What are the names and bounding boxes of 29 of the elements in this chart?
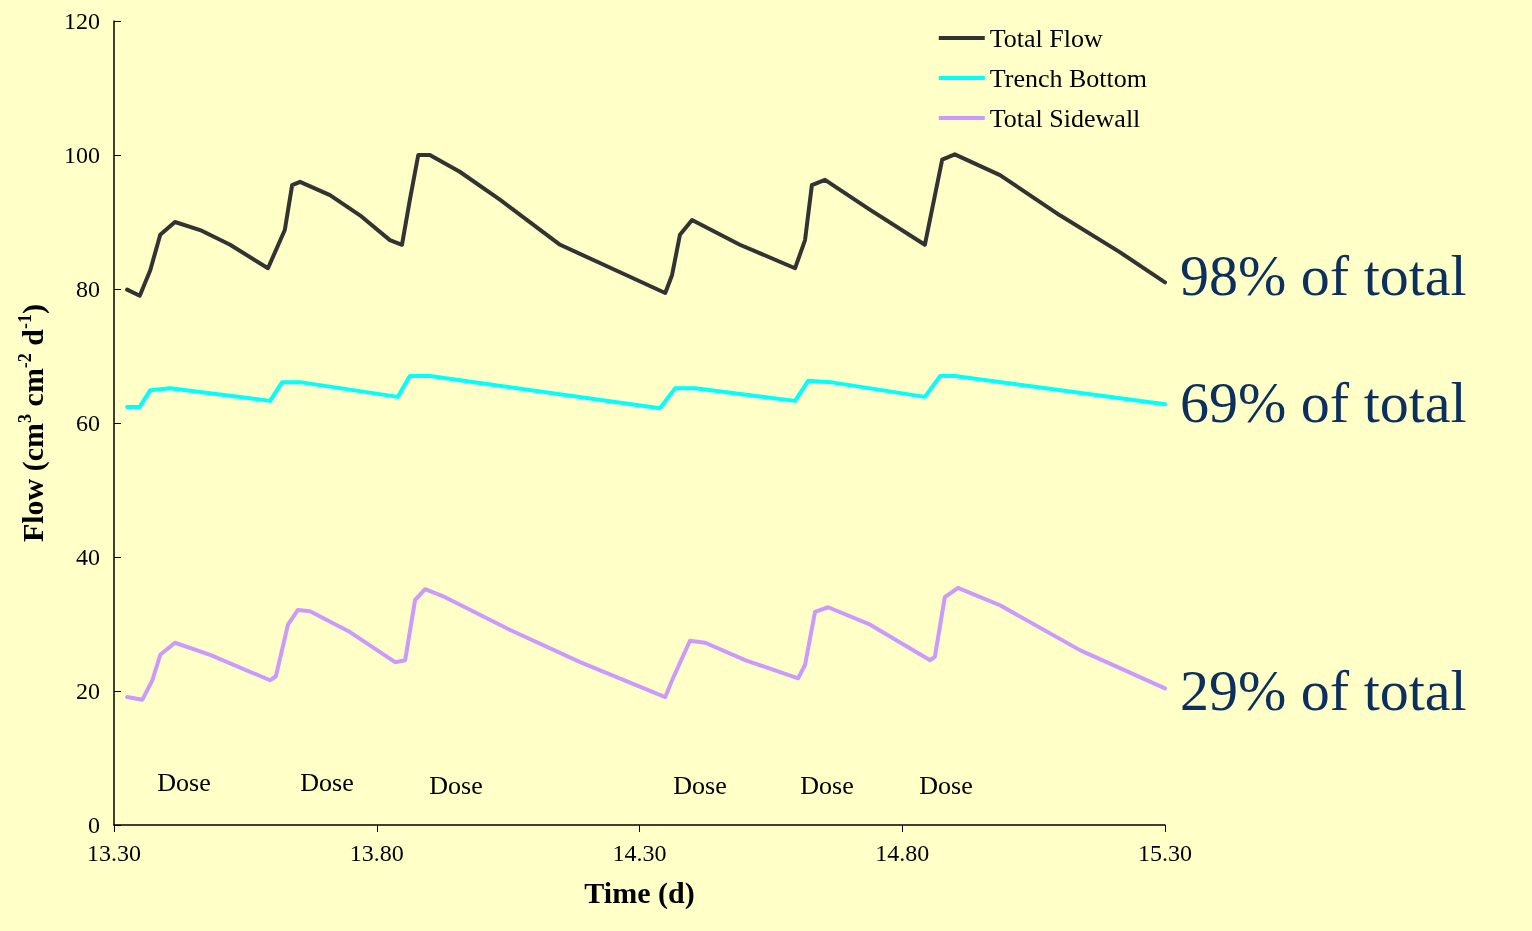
legend-label: Total Flow <box>989 23 1104 53</box>
legend-label: Trench Bottom <box>989 63 1147 93</box>
x-axis-title: Time (d) <box>584 875 695 910</box>
annotation: Dose <box>157 767 211 797</box>
y-tick-label: 20 <box>76 678 100 704</box>
annotation: Dose <box>919 770 973 800</box>
line-series <box>125 152 1167 298</box>
text: 98% of total <box>1180 242 1467 308</box>
legend-label: Total Sidewall <box>989 103 1141 133</box>
y-tick-label: 40 <box>76 544 100 570</box>
y-tick-label: 120 <box>64 8 100 34</box>
x-tick-label: 15.30 <box>1138 840 1192 866</box>
line-series <box>125 374 1167 411</box>
y-tick-label: 0 <box>88 812 100 838</box>
annotation: Dose <box>429 770 483 800</box>
text: 29% of total <box>1180 657 1467 723</box>
annotation: Dose <box>800 770 854 800</box>
x-tick-label: 14.30 <box>612 840 667 866</box>
line-series <box>125 585 1167 702</box>
y-axis-title: Flow (cm3 cm-2 d-1) <box>15 303 50 543</box>
x-tick-label: 13.30 <box>87 840 141 866</box>
annotation: Dose <box>300 767 354 797</box>
y-tick-label: 100 <box>64 142 100 168</box>
x-tick-label: 13.80 <box>349 840 404 866</box>
x-tick-label: 14.80 <box>875 840 930 866</box>
text: 69% of total <box>1180 369 1467 435</box>
y-tick-label: 80 <box>76 276 100 302</box>
annotation: Dose <box>673 770 727 800</box>
y-tick-label: 60 <box>76 410 100 436</box>
